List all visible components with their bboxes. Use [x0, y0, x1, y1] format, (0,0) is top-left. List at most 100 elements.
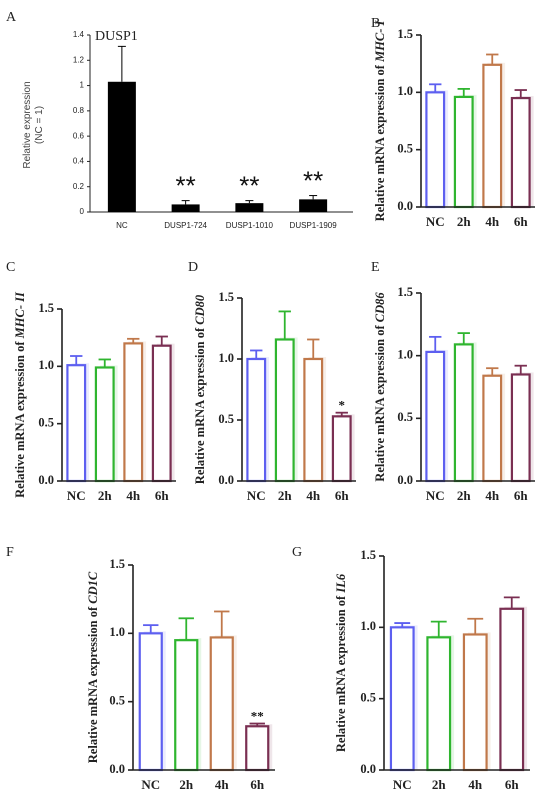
bar	[453, 343, 474, 483]
chart-panel-c: C 0.0 0.5 1.0 1.5 Relative mRNA expression of…	[6, 260, 176, 503]
y-axis-label: Relative mRNA expression of IL6	[334, 573, 348, 752]
y-tick-label: 1.5	[397, 285, 413, 299]
bar	[209, 636, 234, 772]
panel-label: F	[6, 545, 14, 560]
y-tick-label: 1.0	[397, 348, 413, 362]
bar	[303, 357, 324, 483]
x-tick-label: 4h	[126, 488, 141, 503]
y-tick-label: 1	[80, 81, 85, 90]
y-tick-label: 1.0	[109, 625, 125, 639]
y-axis-label-text: Relative mRNA expression of	[373, 322, 387, 481]
y-tick-label: 1.0	[38, 358, 54, 372]
x-tick-label: DUSP1-724	[164, 221, 207, 230]
chart-panel-e: E 0.0 0.5 1.0 1.5 Relative mRNA expression of…	[371, 260, 535, 503]
panel-label: D	[188, 260, 198, 275]
bar	[482, 374, 503, 483]
bar	[510, 96, 531, 209]
y-axis-label-text: Relative mRNA expression of	[13, 338, 27, 497]
x-tick-label: 4h	[485, 214, 500, 229]
y-tick-label: 0.5	[38, 416, 54, 430]
y-tick-label: 1.5	[397, 27, 413, 41]
y-tick-label: 1.5	[218, 290, 234, 304]
x-tick-label: DUSP1-1010	[226, 221, 274, 230]
y-axis-label-gene: MHC- II	[13, 291, 27, 339]
significance-marker: **	[303, 166, 323, 196]
x-tick-label: 4h	[306, 488, 321, 503]
y-tick-label: 0.5	[218, 412, 234, 426]
y-axis-label: Relative mRNA expression of CD1C	[86, 571, 100, 763]
bar	[174, 639, 199, 772]
x-tick-label: NC	[426, 214, 445, 229]
y-axis-label: Relative mRNA expression of CD86	[373, 292, 387, 482]
chart-title: DUSP1	[95, 29, 138, 44]
x-tick-label: 2h	[432, 777, 447, 792]
x-tick-label: DUSP1-1909	[290, 221, 338, 230]
y-axis-label-gene: CD86	[373, 292, 387, 323]
bar	[299, 199, 328, 212]
y-tick-label: 0.0	[218, 473, 234, 487]
y-tick-label: 1.0	[218, 351, 234, 365]
chart-panel-b: B 0.0 0.5 1.0 1.5 Relative mRNA expression of…	[371, 16, 535, 229]
x-tick-label: 2h	[98, 488, 113, 503]
x-tick-label: NC	[67, 488, 86, 503]
bar	[425, 91, 446, 209]
bar	[107, 81, 136, 213]
y-axis-label-unit: (NC = 1)	[34, 106, 45, 144]
y-tick-label: 0.5	[360, 691, 376, 705]
bar	[510, 373, 531, 483]
y-tick-label: 0.5	[397, 142, 413, 156]
x-tick-label: NC	[116, 221, 128, 230]
y-axis-label: Relative mRNA expression of MHC- I	[373, 19, 387, 221]
chart-panel-g: G 0.0 0.5 1.0 1.5 Relative mRNA expression of…	[292, 545, 530, 792]
significance-marker: **	[239, 171, 259, 201]
y-tick-label: 1.5	[109, 557, 125, 571]
y-tick-label: 0.0	[360, 762, 376, 776]
x-tick-label: 6h	[155, 488, 170, 503]
x-tick-label: 6h	[505, 777, 520, 792]
y-axis-label-text: Relative mRNA expression of	[334, 593, 348, 752]
y-tick-label: 1.4	[73, 30, 85, 39]
x-tick-label: 4h	[468, 777, 483, 792]
x-tick-label: NC	[393, 777, 412, 792]
y-axis-label-gene: CD80	[193, 294, 207, 325]
bar	[462, 633, 488, 772]
significance-marker: **	[251, 709, 264, 724]
panel-label: E	[371, 260, 380, 275]
x-tick-label: 4h	[215, 777, 230, 792]
y-tick-label: 1.0	[360, 619, 376, 633]
bar	[94, 366, 115, 483]
y-tick-label: 0.0	[38, 473, 54, 487]
bar	[138, 632, 163, 772]
x-tick-label: 6h	[335, 488, 350, 503]
bar	[274, 338, 295, 483]
y-axis-label-gene: IL6	[334, 573, 348, 594]
bar	[246, 357, 267, 483]
x-tick-label: NC	[247, 488, 266, 503]
y-tick-label: 0.0	[397, 199, 413, 213]
y-tick-label: 0.8	[73, 106, 85, 115]
bar	[389, 626, 415, 772]
y-axis-label-text: Relative mRNA expression of	[86, 604, 100, 763]
x-tick-label: 6h	[514, 214, 529, 229]
bar	[66, 364, 87, 483]
x-tick-label: NC	[426, 488, 445, 503]
x-tick-label: 2h	[278, 488, 293, 503]
x-tick-label: 2h	[457, 214, 472, 229]
y-tick-label: 1.5	[360, 548, 376, 562]
x-tick-label: 4h	[485, 488, 500, 503]
bar	[151, 344, 172, 483]
y-tick-label: 0.5	[109, 694, 125, 708]
y-tick-label: 0.5	[397, 410, 413, 424]
y-tick-label: 1.5	[38, 301, 54, 315]
panel-label: G	[292, 545, 302, 560]
bar	[425, 350, 446, 483]
y-tick-label: 0.4	[73, 157, 85, 166]
bar	[331, 415, 352, 483]
panel-label: A	[6, 10, 17, 25]
y-tick-label: 0.6	[73, 131, 85, 140]
y-axis-label: Relative mRNA expression of CD80	[193, 294, 207, 484]
bar	[245, 725, 270, 772]
x-tick-label: 2h	[179, 777, 194, 792]
chart-panel-a: A 0 0.2 0.4 0.6 0.8 1 1.2 1.4 Relative expression…	[6, 10, 353, 230]
